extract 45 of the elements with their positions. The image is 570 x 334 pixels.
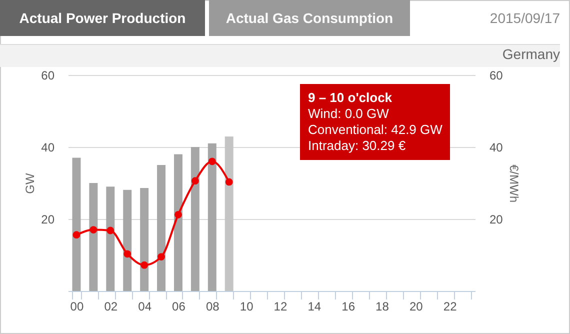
x-tick-label: 20	[409, 300, 424, 314]
text: 2015/09/17	[488, 9, 560, 28]
point	[225, 178, 233, 186]
y-tick-label: 20	[41, 212, 55, 226]
bar	[190, 147, 200, 291]
point	[90, 226, 98, 234]
point	[191, 177, 199, 185]
x-tick-label: 00	[70, 300, 84, 314]
y-tick-label: 60	[41, 68, 55, 82]
point	[208, 158, 216, 166]
y2-tick-label: 60	[490, 68, 504, 82]
text: Germany	[502, 46, 560, 62]
y2-axis-title: €/MWh	[506, 164, 521, 203]
bar	[89, 183, 98, 291]
bar	[174, 154, 182, 291]
point	[140, 261, 148, 269]
x-tick-label: 04	[138, 300, 152, 314]
point	[72, 231, 80, 239]
y2-tick-label: 20	[490, 212, 504, 226]
point	[174, 210, 182, 218]
x-tick-label: 18	[376, 300, 390, 314]
bar	[106, 186, 115, 291]
x-tick-label: 14	[308, 300, 322, 314]
point	[124, 250, 132, 258]
y-axis-title: GW	[23, 172, 38, 194]
y2-tick-label: 40	[490, 140, 504, 154]
bar	[140, 188, 149, 291]
bar	[224, 136, 234, 291]
x-tick-label: 12	[274, 300, 288, 314]
bar	[123, 190, 132, 291]
point	[158, 253, 165, 260]
y-tick-label: 40	[41, 140, 55, 154]
annotation: 9 – 10 o'clock Wind: 0.0 GW Conventional: 42.9 GW Intraday: 30.29 €	[308, 90, 442, 154]
x-tick-label: 02	[104, 300, 118, 314]
x-tick-label: 08	[206, 300, 220, 314]
bar	[208, 143, 216, 291]
x-tick-label: 06	[172, 300, 186, 314]
text: Actual Gas Consumption	[209, 0, 410, 36]
text: Actual Power Production	[0, 0, 205, 36]
bar	[72, 158, 81, 291]
point	[106, 226, 114, 234]
x-tick-label: 22	[443, 300, 458, 314]
bar	[157, 165, 166, 291]
x-tick-label: 10	[240, 300, 254, 314]
x-tick-label: 16	[342, 300, 356, 314]
